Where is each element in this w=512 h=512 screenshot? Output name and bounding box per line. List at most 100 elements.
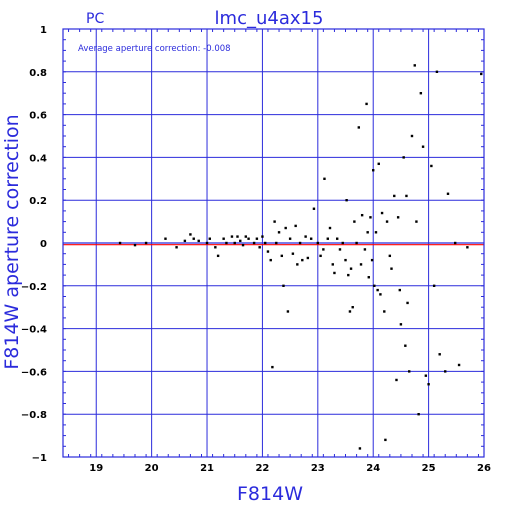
tick-labels: 19 20 21 22 23 24 25 26 −1 −0.8 −0.6 −0.4 −0.2 0 0.2 0.… [21, 25, 491, 474]
x-tick-label: 25 [422, 463, 436, 474]
y-tick-label: −0.2 [21, 282, 47, 293]
y-tick-label: −0.4 [21, 325, 47, 336]
data-point [247, 237, 250, 240]
average-annotation: Average aperture correction: -0.008 [78, 44, 231, 54]
data-point [453, 241, 457, 245]
data-point [405, 194, 408, 198]
data-point [301, 258, 304, 262]
data-point [294, 224, 297, 228]
data-point [312, 207, 316, 210]
y-tick-label: 0.8 [29, 68, 47, 79]
data-point [415, 220, 418, 223]
data-point [338, 248, 342, 251]
data-point [255, 237, 259, 240]
y-tick-label: 1 [40, 25, 47, 36]
data-point [435, 70, 439, 73]
data-point [424, 374, 428, 377]
data-point [306, 256, 310, 260]
x-tick-label: 26 [477, 463, 491, 474]
data-point [328, 226, 332, 230]
data-point [291, 252, 295, 255]
data-point [189, 233, 192, 236]
data-point [258, 246, 261, 249]
data-point [208, 237, 211, 240]
data-point [367, 276, 370, 279]
data-point [192, 237, 195, 240]
x-tick-label: 19 [89, 463, 103, 474]
data-point [446, 192, 450, 195]
data-point [345, 199, 348, 202]
data-point [444, 370, 447, 373]
data-point [319, 254, 322, 258]
y-tick-label: 0.2 [29, 196, 47, 207]
data-point [298, 241, 302, 245]
data-point [239, 239, 242, 243]
data-point [376, 288, 379, 292]
data-point [466, 246, 469, 249]
data-point [395, 378, 398, 382]
data-point [269, 258, 272, 262]
data-point [359, 263, 363, 266]
data-point [288, 237, 292, 240]
data-point [263, 241, 267, 245]
y-tick-label: −0.6 [21, 367, 47, 378]
data-point [336, 237, 339, 240]
x-axis-label: F814W [237, 483, 303, 505]
data-point [369, 216, 372, 219]
data-points [118, 64, 483, 450]
data-point [348, 310, 352, 313]
data-point [225, 241, 228, 245]
reference-lines [63, 242, 484, 246]
data-point [384, 438, 387, 442]
data-point [385, 220, 389, 223]
data-point [383, 310, 386, 313]
data-point [357, 126, 361, 129]
data-point [393, 194, 396, 198]
data-point [284, 226, 287, 230]
data-point [358, 447, 362, 450]
data-point [370, 258, 374, 262]
data-point [377, 162, 380, 166]
data-point [271, 365, 274, 369]
data-point [402, 156, 405, 159]
panel-label: PC [86, 11, 104, 27]
data-point [355, 241, 358, 245]
data-point [344, 258, 347, 262]
data-point [421, 145, 425, 148]
data-point [322, 248, 325, 251]
data-point [205, 241, 209, 245]
data-point [374, 231, 378, 234]
data-point [331, 263, 334, 266]
y-axis-label: F814W aperture correction [1, 114, 23, 369]
data-point [353, 220, 356, 223]
data-point [133, 243, 137, 247]
data-point [275, 241, 278, 245]
x-tick-label: 23 [311, 463, 325, 474]
data-point [457, 363, 461, 367]
x-tick-label: 21 [200, 463, 214, 474]
data-point [365, 102, 368, 106]
data-point [244, 235, 248, 238]
data-point [360, 213, 364, 217]
data-point [333, 271, 336, 275]
data-point [396, 216, 400, 219]
x-tick-label: 24 [366, 463, 380, 474]
data-point [118, 241, 122, 245]
data-point [214, 246, 217, 249]
y-tick-label: −0.8 [21, 410, 47, 421]
y-tick-label: 0.4 [29, 153, 47, 164]
data-point [388, 254, 392, 258]
y-tick-label: 0.6 [29, 111, 47, 122]
data-point [273, 220, 276, 223]
data-point [379, 293, 382, 296]
data-point [373, 284, 376, 287]
data-point [326, 237, 329, 240]
data-point [404, 344, 407, 347]
data-point [398, 288, 401, 292]
data-point [236, 235, 239, 238]
data-point [363, 248, 367, 251]
data-point [304, 235, 307, 238]
data-point [233, 241, 236, 245]
data-point [230, 235, 234, 238]
